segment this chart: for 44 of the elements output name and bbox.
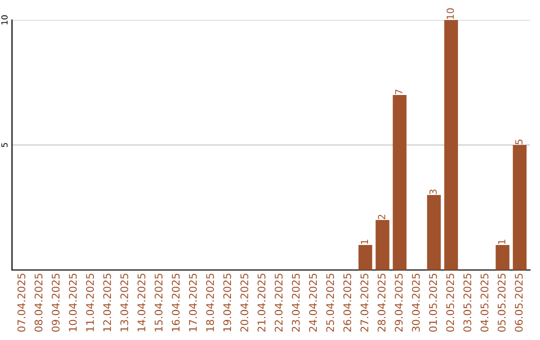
data-label: 3 <box>429 190 437 194</box>
x-tick-label: 18.04.2025 <box>206 274 214 332</box>
x-tick-label: 21.04.2025 <box>258 274 266 332</box>
x-tick-label: 30.04.2025 <box>412 274 420 332</box>
x-tick-label: 15.04.2025 <box>154 274 163 332</box>
x-tick-label: 02.05.2025 <box>446 274 454 332</box>
x-tick-label: 14.04.2025 <box>138 274 146 332</box>
x-tick-label: 07.04.2025 <box>17 274 26 332</box>
bar <box>496 245 510 270</box>
x-tick-label: 01.05.2025 <box>429 274 437 332</box>
x-tick-label: 17.04.2025 <box>188 274 197 332</box>
x-tick-label: 13.04.2025 <box>120 274 128 332</box>
data-label: 7 <box>395 90 402 94</box>
x-tick-label: 29.04.2025 <box>394 274 403 332</box>
x-tick-label: 03.05.2025 <box>463 274 472 332</box>
x-tick-label: 22.04.2025 <box>274 274 283 332</box>
data-label: 10 <box>446 8 454 19</box>
x-tick-label: 23.04.2025 <box>292 274 300 332</box>
bar <box>444 20 458 270</box>
x-tick-label: 20.04.2025 <box>240 274 248 332</box>
x-tick-label: 09.04.2025 <box>52 274 60 332</box>
x-tick-label: 26.04.2025 <box>343 274 352 332</box>
x-tick-label: 27.04.2025 <box>360 274 368 332</box>
data-label: 2 <box>378 214 386 220</box>
x-tick-label: 12.04.2025 <box>103 274 112 332</box>
data-label: 1 <box>498 240 506 244</box>
x-tick-label: 24.04.2025 <box>309 274 317 332</box>
data-label: 1 <box>360 240 368 244</box>
x-tick-label: 19.04.2025 <box>223 274 232 332</box>
bar <box>512 145 527 270</box>
x-tick-label: 11.04.2025 <box>86 274 94 332</box>
x-tick-label: 28.04.2025 <box>378 274 386 332</box>
bar <box>392 95 407 270</box>
data-label: 5 <box>515 140 523 144</box>
bar <box>376 220 390 270</box>
x-tick-label: 25.04.2025 <box>326 274 334 332</box>
bar <box>427 195 441 270</box>
x-tick-label: 08.04.2025 <box>34 274 42 332</box>
bar <box>358 245 372 270</box>
x-tick-label: 10.04.2025 <box>68 274 77 332</box>
x-tick-label: 05.05.2025 <box>498 274 506 332</box>
x-tick-label: 06.05.2025 <box>514 274 523 332</box>
x-tick-label: 04.05.2025 <box>480 274 488 332</box>
x-tick-label: 16.04.2025 <box>172 274 180 332</box>
